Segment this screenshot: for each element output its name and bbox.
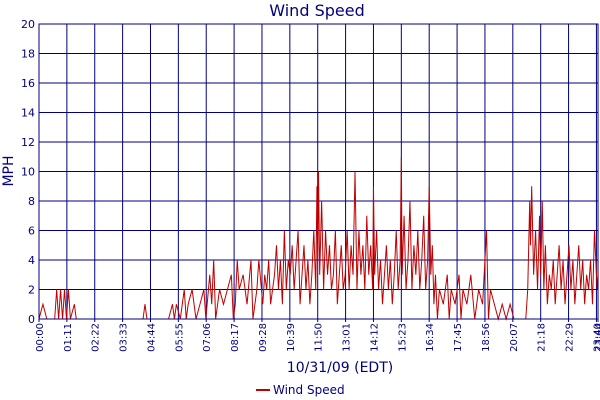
legend: Wind Speed xyxy=(256,383,345,397)
x-tick-label: 14:12 xyxy=(369,323,380,352)
y-tick-label: 16 xyxy=(21,77,35,90)
x-tick-label: 03:33 xyxy=(119,323,130,352)
y-tick-label: 2 xyxy=(28,284,35,297)
x-tick-label: 16:34 xyxy=(425,323,436,352)
series-line-wind-speed xyxy=(38,156,599,321)
x-tick-label: 15:23 xyxy=(397,323,408,352)
x-tick-label: 05:55 xyxy=(174,323,185,352)
x-tick-label: 11:50 xyxy=(314,323,325,352)
chart-title: Wind Speed xyxy=(269,1,364,20)
x-tick-label: 09:28 xyxy=(258,323,269,352)
x-tick-label: 08:17 xyxy=(230,323,241,352)
y-tick-label: 4 xyxy=(28,254,35,267)
x-tick-label: 23:44 xyxy=(594,323,600,352)
x-tick-label: 02:22 xyxy=(91,323,102,352)
y-tick-label: 8 xyxy=(28,195,35,208)
legend-label: Wind Speed xyxy=(273,383,345,397)
series-layer xyxy=(38,156,599,321)
x-axis-label: 10/31/09 (EDT) xyxy=(287,360,393,376)
x-tick-label: 21:18 xyxy=(537,323,548,352)
plot-frame xyxy=(38,23,599,320)
x-tick-label: 20:07 xyxy=(509,323,520,352)
x-tick-label: 00:00 xyxy=(35,323,46,352)
y-tick-label: 10 xyxy=(21,166,35,179)
y-axis-ticks: 0 2 4 6 8 10 12 14 16 18 20 xyxy=(21,18,35,326)
y-tick-label: 12 xyxy=(21,136,35,149)
x-tick-label: 18:56 xyxy=(481,323,492,352)
x-tick-label: 13:01 xyxy=(342,323,353,352)
x-tick-label: 23:40 xyxy=(592,323,600,352)
x-tick-label: 04:44 xyxy=(146,323,157,352)
x-tick-label: 07:06 xyxy=(202,323,213,352)
x-axis-ticks: 00:00 01:11 02:22 03:33 04:44 05:55 07:06 08:17… xyxy=(35,323,600,352)
y-tick-label: 0 xyxy=(28,313,35,326)
x-tick-label: 10:39 xyxy=(286,323,297,352)
x-tick-label: 01:11 xyxy=(63,323,74,352)
y-tick-label: 14 xyxy=(21,107,35,120)
x-tick-label: 22:29 xyxy=(565,323,576,352)
x-tick-label: 17:45 xyxy=(453,323,464,352)
y-axis-label: MPH xyxy=(1,155,17,186)
y-tick-label: 18 xyxy=(21,48,35,61)
y-tick-label: 6 xyxy=(28,225,35,238)
y-tick-label: 20 xyxy=(21,18,35,31)
